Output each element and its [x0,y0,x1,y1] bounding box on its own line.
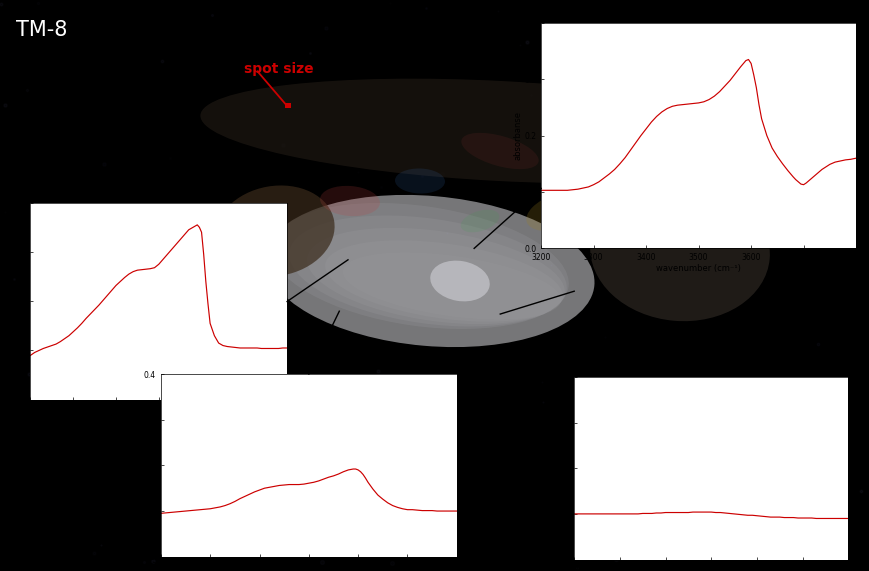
Ellipse shape [200,79,799,183]
Text: TM-8: TM-8 [16,20,67,40]
Ellipse shape [582,176,636,206]
Ellipse shape [461,133,538,169]
Ellipse shape [307,228,564,324]
Y-axis label: absorbance: absorbance [547,444,555,493]
Y-axis label: absorbanse: absorbanse [514,111,522,160]
Ellipse shape [265,195,594,347]
X-axis label: wavenumber (cm⁻¹): wavenumber (cm⁻¹) [655,264,740,272]
Y-axis label: absorbance: absorbance [3,276,12,326]
Ellipse shape [216,186,335,276]
Ellipse shape [589,181,769,321]
Ellipse shape [395,168,444,194]
Text: spot size: spot size [243,62,313,76]
Ellipse shape [289,215,567,327]
Ellipse shape [526,191,593,231]
Ellipse shape [461,210,499,232]
X-axis label: wavenumber (cm⁻¹): wavenumber (cm⁻¹) [116,415,201,424]
Ellipse shape [430,260,489,301]
Ellipse shape [320,186,380,216]
Y-axis label: absorbance: absorbance [134,441,143,490]
Ellipse shape [271,203,568,329]
